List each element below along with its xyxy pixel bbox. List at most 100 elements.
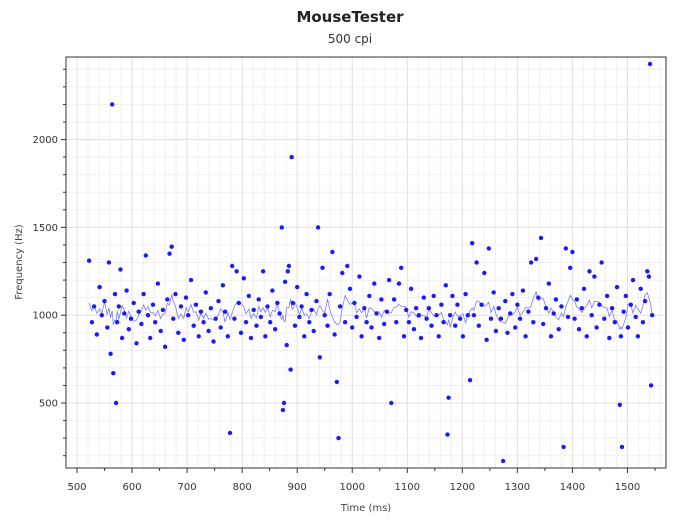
data-point [599,260,604,265]
data-point [139,321,144,327]
data-point [211,339,216,344]
data-point [275,300,280,306]
data-point [553,297,559,302]
data-point [134,341,139,346]
data-point [285,269,290,274]
data-point [105,325,110,330]
y-tick-label: 1000 [33,311,58,322]
data-point [322,313,327,318]
data-point [193,302,199,307]
data-point [528,260,534,265]
data-point [510,291,515,297]
data-point [191,323,196,328]
data-point [589,313,594,318]
data-point [642,298,648,304]
data-point [602,316,607,321]
data-point [286,263,292,269]
data-point [112,291,118,297]
data-point [463,291,468,297]
data-point [314,298,319,304]
data-point [546,281,551,286]
data-point [216,298,221,304]
data-point [455,302,460,307]
data-point [592,274,597,279]
data-point [292,323,298,328]
data-point [124,288,129,293]
data-point [517,316,523,321]
data-point [295,284,300,290]
data-point [377,335,382,341]
data-point [277,311,282,316]
data-point [198,309,204,314]
data-point [111,371,116,376]
data-point [288,367,293,372]
data-point [336,435,341,441]
data-point [106,260,112,265]
data-point [426,306,431,311]
data-point [493,328,499,334]
data-point [352,300,357,306]
data-point [572,316,577,321]
data-point [372,281,377,286]
data-point [523,334,528,339]
data-point [225,334,230,339]
data-point [309,307,314,313]
data-point [196,334,201,339]
data-point [416,313,421,318]
data-point [289,154,294,160]
minor-gridlines [65,57,666,468]
data-point [265,304,270,309]
chart-title: MouseTester [296,8,404,26]
data-point [418,335,424,341]
data-point [102,298,107,304]
x-tick-label: 1100 [395,482,420,493]
data-point [136,309,141,314]
data-point [364,320,369,325]
data-point [384,309,390,314]
data-point [434,313,439,318]
major-gridlines [66,57,666,468]
data-point [556,327,561,332]
data-point [158,328,163,334]
data-point [186,313,191,318]
data-point [645,269,650,274]
data-point [113,400,119,406]
data-point [460,334,466,339]
data-point [320,265,325,270]
data-point [260,269,266,274]
data-point [188,277,194,283]
data-point [396,281,402,286]
x-tick-label: 1300 [505,482,530,493]
data-point [327,291,332,297]
data-point [484,337,489,342]
data-point [439,302,444,307]
data-point [650,313,655,318]
data-point [533,256,539,262]
data-point [150,302,156,307]
x-tick-label: 1400 [560,482,585,493]
data-point [160,307,166,313]
data-point [446,395,451,400]
data-point [330,249,335,255]
data-point [340,270,345,276]
data-points [86,61,655,464]
data-point [162,344,168,349]
data-point [568,265,573,270]
data-point [638,286,643,291]
data-point [623,293,628,299]
data-point [491,290,496,295]
data-point [227,430,233,436]
data-point [258,314,264,320]
data-point [635,334,641,339]
data-point [94,332,100,337]
data-point [357,274,362,279]
data-point [110,102,115,107]
data-point [408,286,414,291]
data-point [536,295,541,300]
data-point [618,334,624,339]
data-point [597,302,602,307]
data-point [479,302,484,307]
frequency-trace-line [88,290,653,331]
data-point [394,320,399,325]
data-point [345,263,350,269]
